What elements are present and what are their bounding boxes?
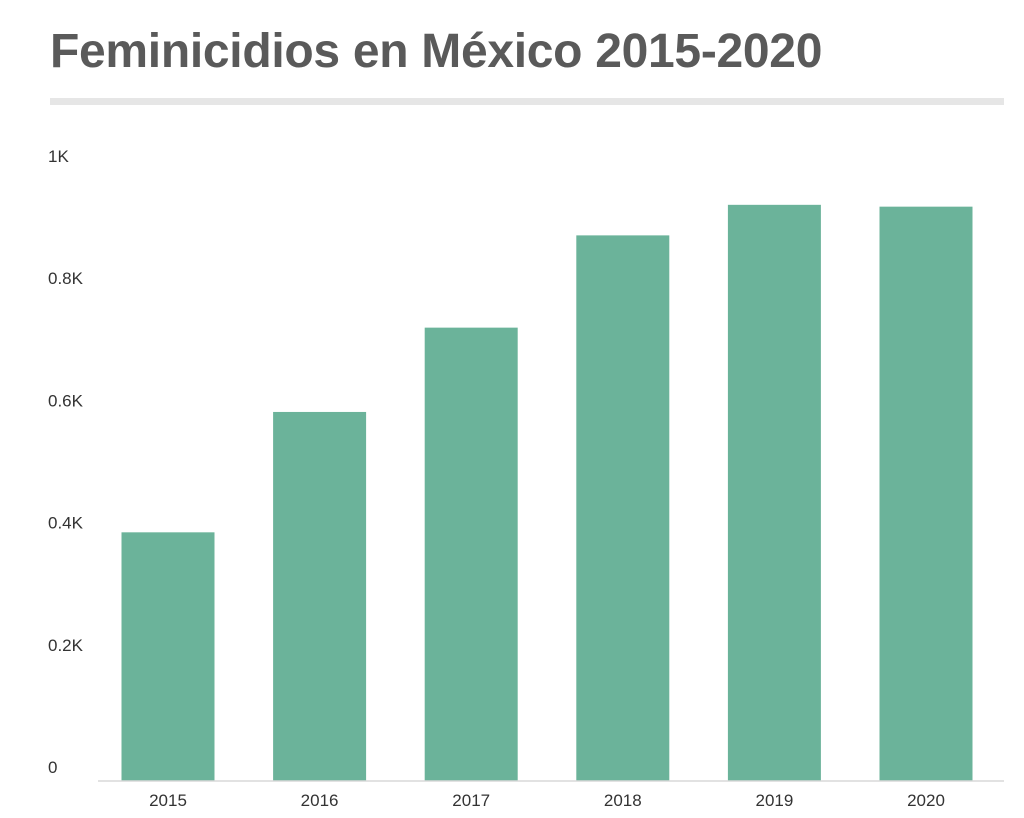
bar-2016 [273,411,367,781]
y-tick-label: 0.8K [48,269,84,288]
bar-2019 [727,204,821,781]
y-tick-label: 0.6K [48,391,84,410]
x-tick-label: 2018 [604,791,642,810]
bar-2017 [424,327,518,781]
x-tick-label: 2019 [755,791,793,810]
x-tick-label: 2016 [301,791,339,810]
x-tick-label: 2020 [907,791,945,810]
y-axis: 0 0.2K 0.4K 0.6K 0.8K 1K [48,147,84,777]
y-tick-label: 0.2K [48,636,84,655]
x-tick-label: 2015 [149,791,187,810]
x-tick-label: 2017 [452,791,490,810]
bar-2018 [576,235,670,781]
y-tick-label: 1K [48,147,69,166]
y-tick-label: 0 [48,758,57,777]
bar-2020 [879,206,973,781]
x-axis: 2015 2016 2017 2018 2019 2020 [149,791,945,810]
bar-2015 [121,532,215,781]
title-divider [50,98,1004,105]
y-tick-label: 0.4K [48,514,84,533]
chart-title: Feminicidios en México 2015-2020 [50,25,823,78]
bars [121,204,973,781]
